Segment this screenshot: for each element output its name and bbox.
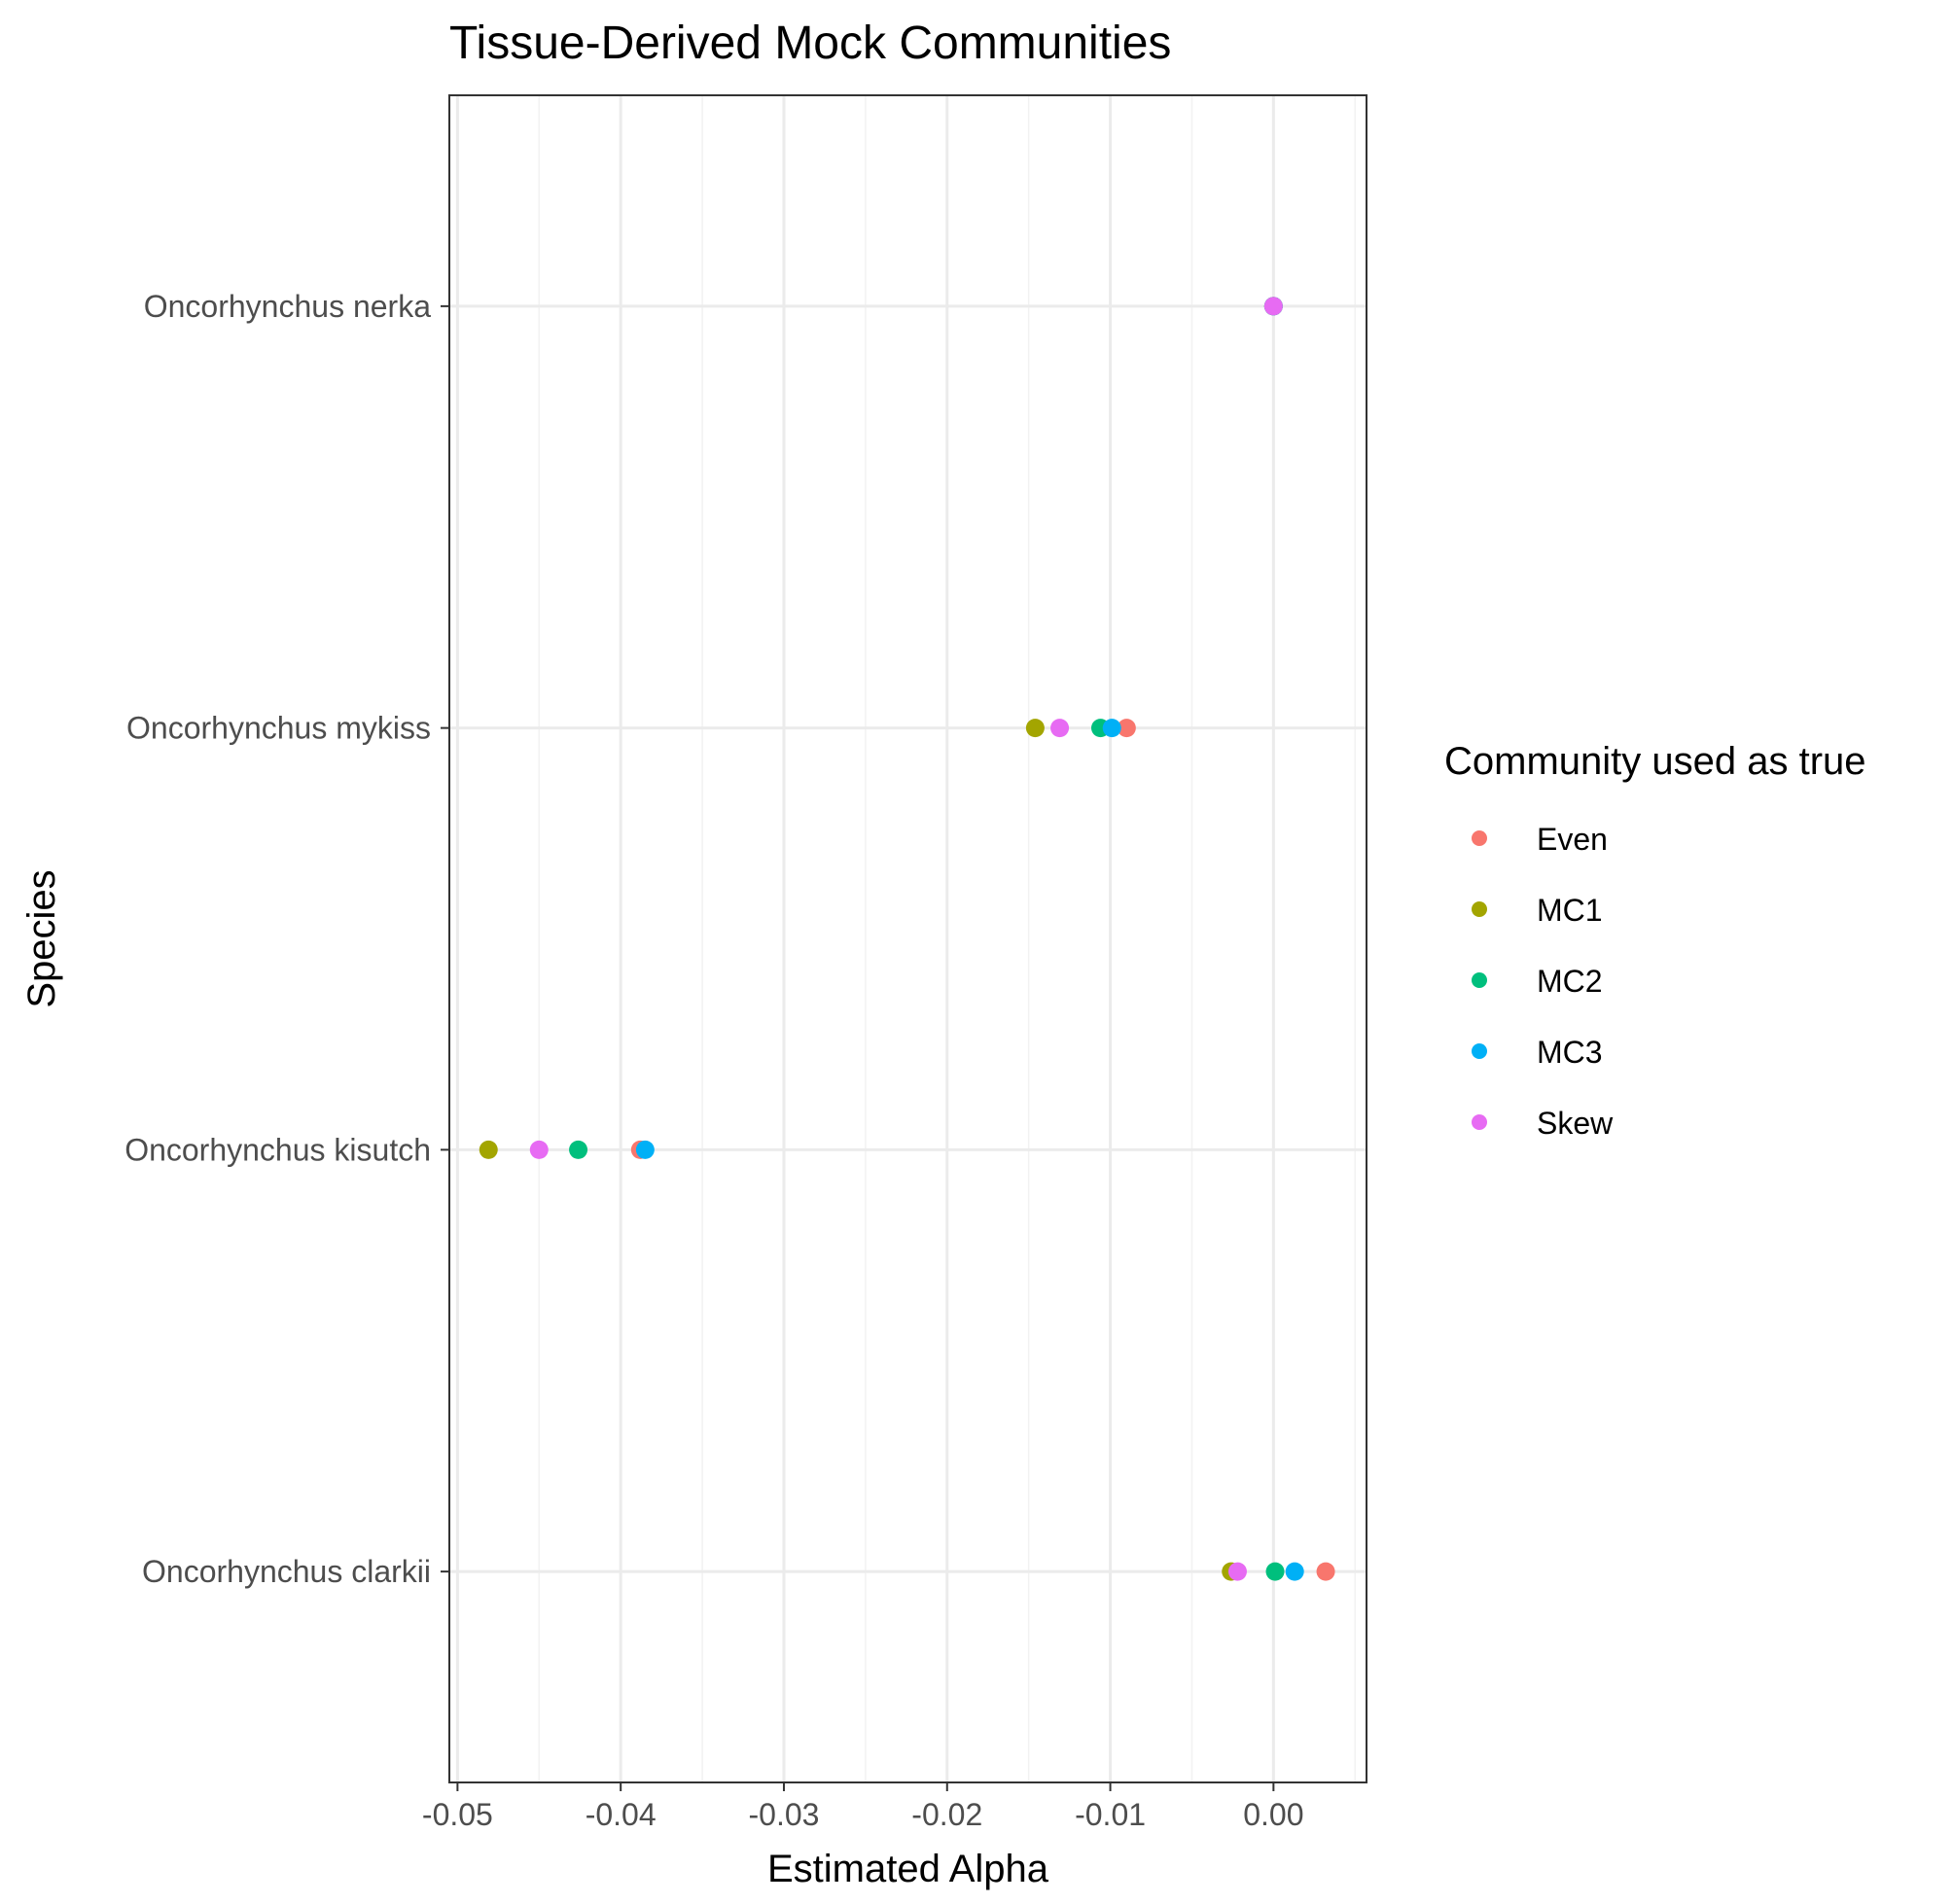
legend-label-mc1: MC1 <box>1537 893 1603 928</box>
x-axis-title: Estimated Alpha <box>767 1848 1049 1890</box>
x-tick-label: -0.03 <box>749 1797 820 1832</box>
data-point-mc1 <box>1025 719 1045 738</box>
legend-key-mc1 <box>1472 901 1487 917</box>
axes: -0.05 -0.04 -0.03 -0.02 -0.01 0.00 Oncorhynchu… <box>124 289 1303 1832</box>
data-point-mc3 <box>635 1140 655 1159</box>
data-point-even <box>1117 719 1136 738</box>
y-tick-label: Oncorhynchus nerka <box>144 289 431 324</box>
data-point-even <box>1316 1562 1335 1581</box>
legend-label-mc3: MC3 <box>1537 1035 1603 1070</box>
y-tick-label: Oncorhynchus mykiss <box>126 711 431 746</box>
data-point-skew <box>1050 719 1070 738</box>
data-point-skew <box>1263 297 1283 316</box>
x-tick-label: 0.00 <box>1243 1797 1303 1832</box>
y-axis-title: Species <box>20 869 63 1007</box>
legend-key-skew <box>1472 1114 1487 1130</box>
data-point-mc3 <box>1285 1562 1304 1581</box>
legend-key-mc3 <box>1472 1043 1487 1059</box>
legend-label-mc2: MC2 <box>1537 964 1603 999</box>
legend-label-skew: Skew <box>1537 1106 1614 1141</box>
y-tick-label: Oncorhynchus clarkii <box>142 1554 431 1589</box>
legend-title: Community used as true <box>1444 740 1866 783</box>
data-point-mc1 <box>479 1140 498 1159</box>
x-tick-label: -0.05 <box>422 1797 493 1832</box>
data-points <box>479 297 1335 1581</box>
legend-key-mc2 <box>1472 972 1487 988</box>
legend-key-even <box>1472 830 1487 846</box>
legend-label-even: Even <box>1537 822 1608 857</box>
data-point-mc2 <box>569 1140 588 1159</box>
x-tick-label: -0.02 <box>911 1797 982 1832</box>
grid <box>449 95 1367 1782</box>
data-point-skew <box>1227 1562 1247 1581</box>
legend: Community used as true Even MC1 MC2 MC3 Skew <box>1444 740 1866 1141</box>
data-point-skew <box>529 1140 549 1159</box>
x-tick-label: -0.04 <box>586 1797 657 1832</box>
x-tick-label: -0.01 <box>1075 1797 1146 1832</box>
data-point-mc2 <box>1265 1562 1285 1581</box>
y-tick-label: Oncorhynchus kisutch <box>124 1132 431 1167</box>
data-point-mc3 <box>1102 719 1121 738</box>
chart-title: Tissue-Derived Mock Communities <box>449 18 1171 69</box>
panel-border <box>448 94 1367 1783</box>
